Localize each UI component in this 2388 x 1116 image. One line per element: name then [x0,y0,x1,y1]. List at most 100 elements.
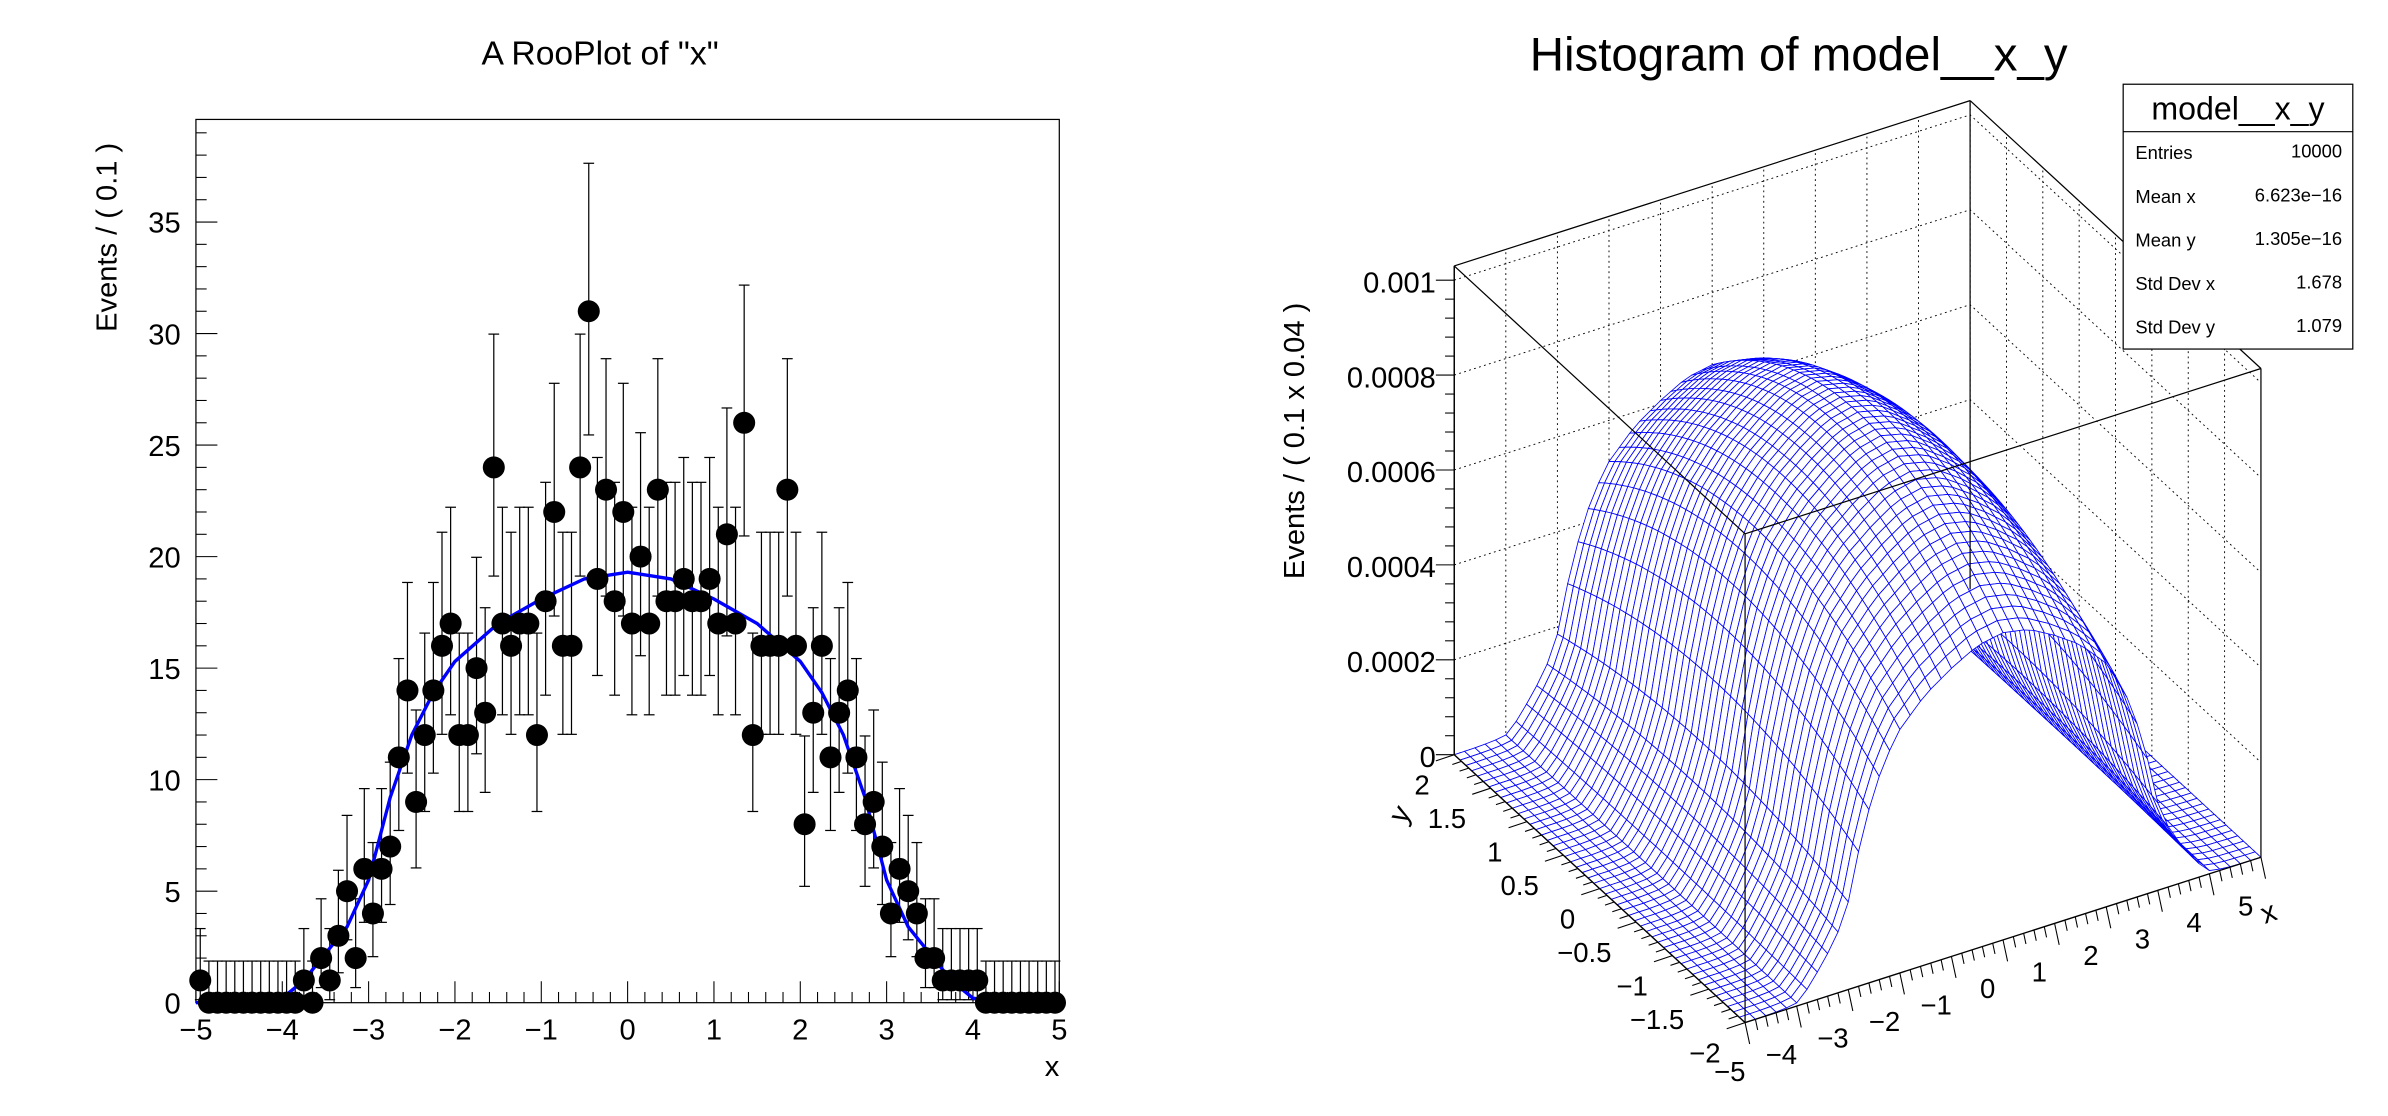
data-point [741,724,764,747]
y-tick-label: 0 [1560,903,1575,934]
data-point [500,634,523,657]
x-tick [1940,959,1944,971]
y-tick [1581,888,1600,896]
data-point [724,612,747,635]
y-tick [1706,995,1717,1000]
x-tick [2054,923,2060,945]
x-tick [1961,953,1965,964]
x-tick-label: −5 [179,1014,212,1046]
y-tick-label: 1 [1487,836,1502,867]
y-tick-label: 35 [148,208,180,240]
z-tick-label: 0.0006 [1347,457,1436,489]
data-point [828,701,851,724]
y-tick [1728,1015,1738,1020]
data-point [1043,991,1066,1014]
histogram-surface [1453,357,2262,1024]
data-point [733,411,756,434]
histogram-title: Histogram of model__x_y [1530,28,2068,81]
data-point [344,947,367,970]
z-tick-label: 0.0002 [1347,647,1436,679]
x-tick [1930,962,1934,974]
data-point [879,902,902,925]
box-edge [1454,100,1971,267]
x-tick-label: 0 [620,1014,636,1046]
data-point [577,300,600,323]
rooplot-fit-curve [195,570,1060,1005]
y-tick [1575,874,1586,879]
y-tick [1655,948,1666,953]
x-tick [1858,986,1862,998]
data-point [465,657,488,680]
x-tick [2167,886,2171,898]
data-point [336,880,359,903]
x-tick [1981,946,1986,958]
y-tick [1508,821,1528,829]
histogram-2d-panel: Histogram of model__x_y −5 −4 −3 −2 −1 0 1 2 3 4 5… [1279,28,2354,1087]
data-point [672,567,695,590]
y-tick [1473,780,1484,786]
x-tick-label: 3 [879,1014,895,1046]
x-tick-label: −4 [1766,1039,1797,1070]
data-point [396,679,419,702]
x-tick [2126,900,2130,912]
x-tick [2260,857,2267,879]
y-tick [1612,908,1622,913]
y-tick-label: 0 [164,988,180,1020]
data-point [430,634,454,657]
data-point [845,746,868,769]
data-point [586,567,609,590]
y-tick [1568,868,1579,873]
y-tick [1488,794,1499,799]
rooplot-frame [195,118,1060,1004]
y-tick [1583,881,1593,886]
y-tick [1597,894,1608,899]
data-point [603,590,626,613]
x-tick [1919,966,1924,978]
x-tick [1796,1005,1802,1028]
x-tick [2219,870,2223,882]
rooplot-title: A RooPlot of "x" [481,35,718,72]
data-point [767,634,790,657]
y-tick [1726,1022,1746,1030]
x-tick [2023,933,2027,945]
y-tick-label: 5 [164,877,180,909]
data-point [569,456,592,479]
y-tick-label: 30 [148,319,180,351]
x-tick-label: 2 [2083,940,2098,971]
x-tick [2208,873,2215,896]
y-tick [1510,814,1520,819]
x-tick [2146,893,2151,905]
stats-row-label: Std Dev y [2135,317,2215,338]
data-point [474,701,497,724]
x-tick [1744,1022,1751,1045]
data-point [620,612,643,635]
data-point [784,634,807,657]
x-tick-label: −4 [266,1014,299,1046]
data-point [301,991,324,1014]
data-point [370,857,393,880]
x-tick [1765,1015,1769,1027]
x-tick-label: 5 [2238,890,2253,921]
x-tick [1971,949,1975,961]
y-tick-label: 10 [148,765,180,797]
stats-row-value: 6.623e−16 [2255,184,2342,205]
y-tick [1648,941,1658,946]
data-point [854,813,877,836]
data-point [482,456,505,479]
x-tick [2043,926,2048,938]
x-tick-label: −5 [1714,1056,1745,1087]
data-point [689,590,713,613]
y-tick [1604,901,1615,906]
x-tick-label: −3 [1817,1023,1848,1054]
data-point [318,969,341,992]
data-point [888,857,911,880]
y-tick-label: 25 [148,431,180,463]
x-tick-label: −1 [1920,990,1951,1021]
x-tick [1899,972,1905,995]
data-point [629,545,652,568]
y-tick [1503,807,1513,812]
x-tick [2105,906,2112,929]
x-tick [1909,969,1913,981]
data-point [595,478,618,501]
stats-row-value: 1.079 [2296,315,2342,336]
